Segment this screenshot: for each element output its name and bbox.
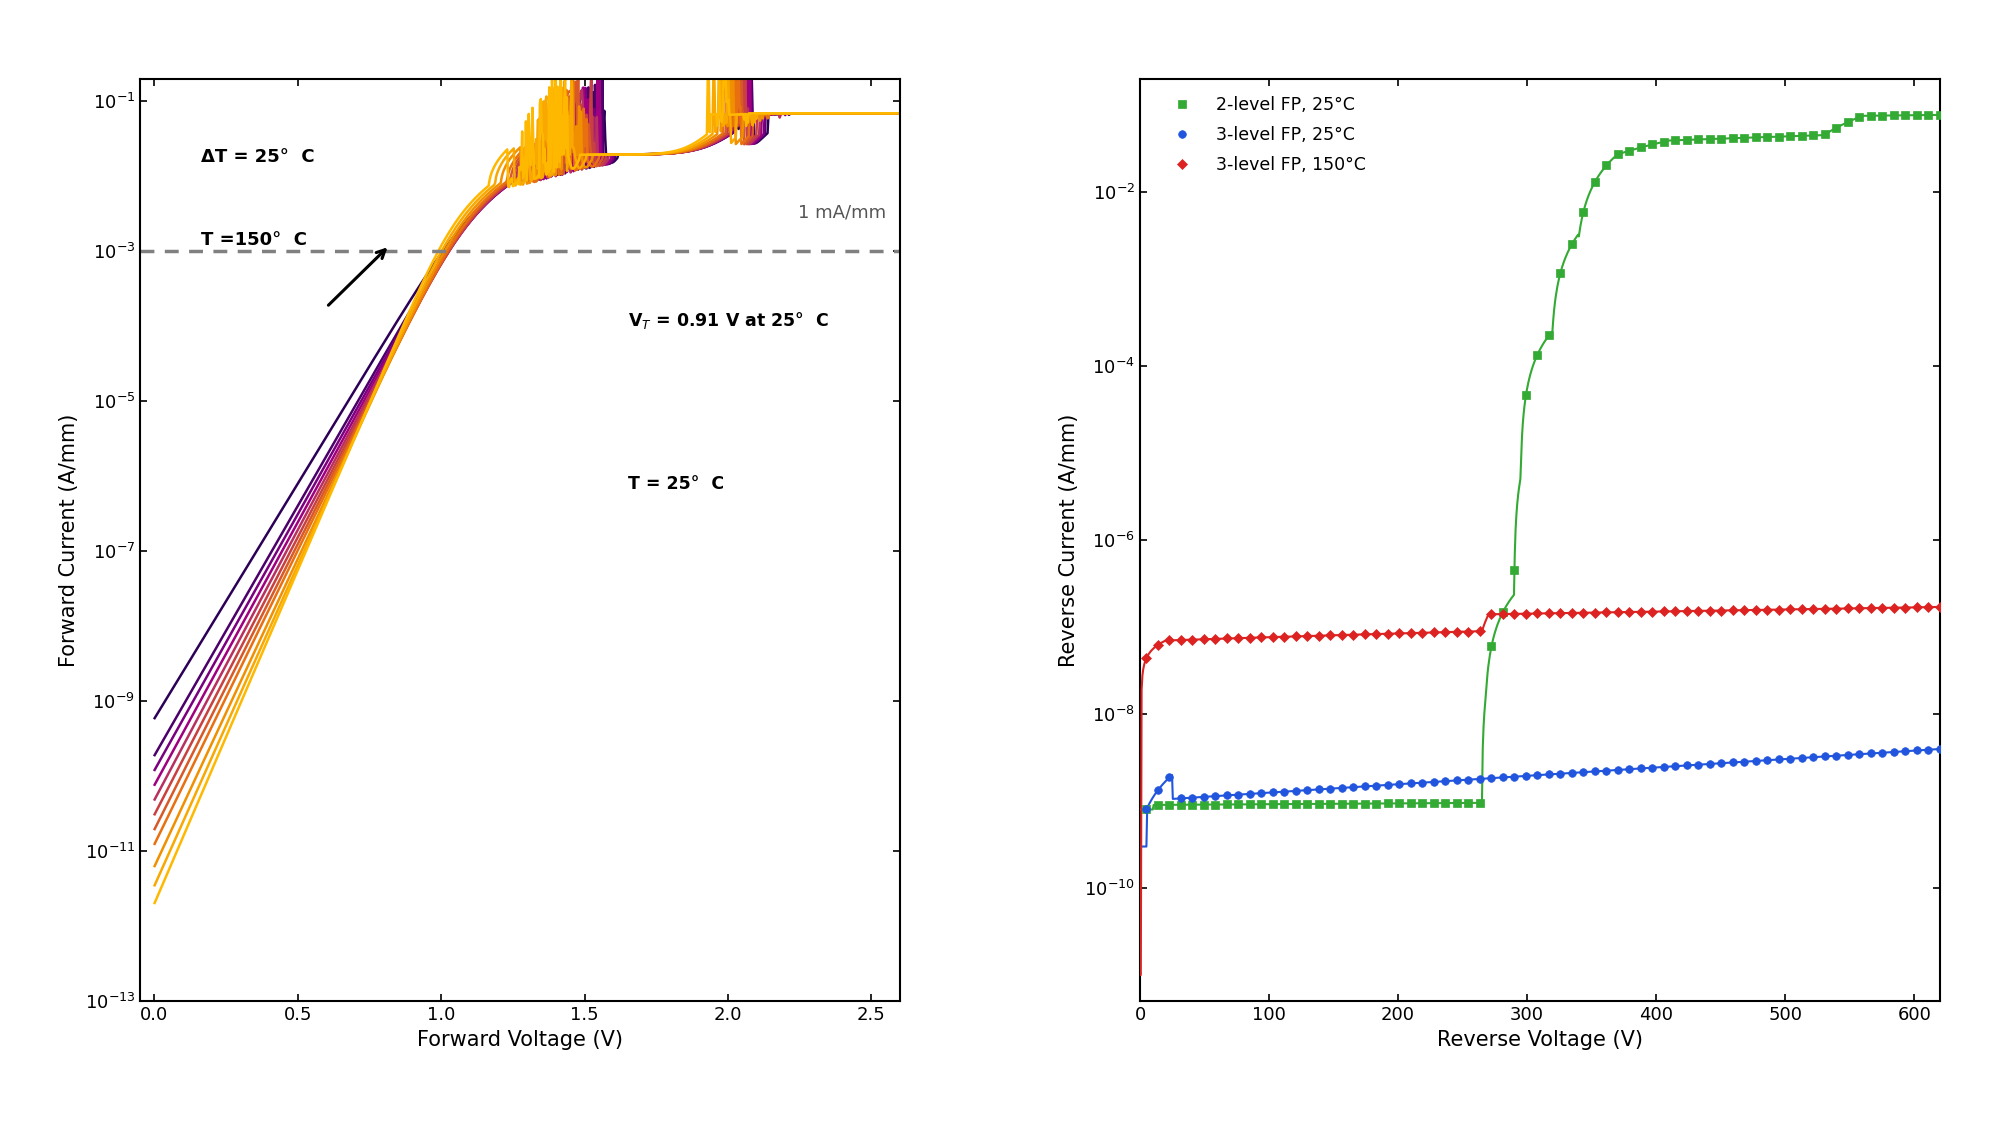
3-level FP, 25°C bbox=[1928, 742, 1952, 756]
3-level FP, 25°C bbox=[1134, 803, 1158, 817]
3-level FP, 150°C bbox=[1812, 602, 1836, 615]
Line: 3-level FP, 150°C: 3-level FP, 150°C bbox=[1142, 603, 1944, 661]
3-level FP, 150°C bbox=[1342, 628, 1366, 641]
Text: T =150°  C: T =150° C bbox=[200, 231, 306, 249]
X-axis label: Forward Voltage (V): Forward Voltage (V) bbox=[416, 1029, 624, 1050]
2-level FP, 25°C bbox=[1134, 803, 1158, 817]
2-level FP, 25°C bbox=[1802, 128, 1826, 142]
X-axis label: Reverse Voltage (V): Reverse Voltage (V) bbox=[1436, 1029, 1644, 1050]
3-level FP, 150°C bbox=[1318, 629, 1342, 642]
3-level FP, 150°C bbox=[1572, 606, 1596, 620]
3-level FP, 25°C bbox=[1572, 765, 1596, 778]
Text: V$_T$ = 0.91 V at 25°  C: V$_T$ = 0.91 V at 25° C bbox=[628, 309, 828, 331]
2-level FP, 25°C bbox=[1928, 108, 1952, 122]
3-level FP, 25°C bbox=[1812, 749, 1836, 763]
Line: 2-level FP, 25°C: 2-level FP, 25°C bbox=[1142, 111, 1944, 813]
2-level FP, 25°C bbox=[1572, 205, 1596, 218]
3-level FP, 150°C bbox=[1802, 602, 1826, 615]
2-level FP, 25°C bbox=[1342, 796, 1366, 810]
3-level FP, 150°C bbox=[1134, 651, 1158, 665]
3-level FP, 25°C bbox=[1318, 782, 1342, 795]
Text: 1 mA/mm: 1 mA/mm bbox=[798, 204, 886, 222]
3-level FP, 150°C bbox=[1376, 627, 1400, 640]
2-level FP, 25°C bbox=[1812, 127, 1836, 141]
3-level FP, 25°C bbox=[1376, 778, 1400, 792]
3-level FP, 25°C bbox=[1342, 781, 1366, 794]
Text: ΔT = 25°  C: ΔT = 25° C bbox=[200, 147, 314, 165]
3-level FP, 25°C bbox=[1802, 750, 1826, 764]
3-level FP, 150°C bbox=[1928, 601, 1952, 614]
Line: 3-level FP, 25°C: 3-level FP, 25°C bbox=[1142, 745, 1944, 813]
Legend: 2-level FP, 25°C, 3-level FP, 25°C, 3-level FP, 150°C: 2-level FP, 25°C, 3-level FP, 25°C, 3-le… bbox=[1148, 88, 1374, 183]
2-level FP, 25°C bbox=[1376, 796, 1400, 810]
2-level FP, 25°C bbox=[1318, 796, 1342, 810]
Y-axis label: Forward Current (A/mm): Forward Current (A/mm) bbox=[58, 413, 78, 667]
Y-axis label: Reverse Current (A/mm): Reverse Current (A/mm) bbox=[1058, 413, 1078, 667]
Text: T = 25°  C: T = 25° C bbox=[628, 475, 724, 493]
